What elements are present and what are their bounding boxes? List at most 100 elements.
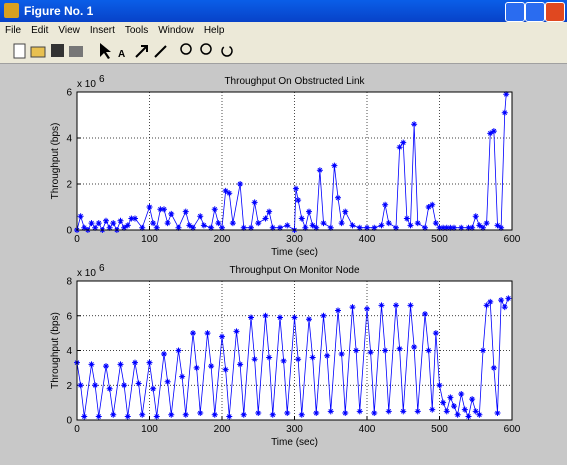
menu-item[interactable]: Help [203,25,225,36]
star-marker [382,347,389,354]
pointer-icon[interactable] [100,43,111,59]
star-marker [309,354,316,361]
app-icon [4,3,19,18]
star-marker [255,410,262,417]
save-icon[interactable] [51,44,64,57]
star-marker [95,413,102,420]
star-marker [150,385,157,392]
star-marker [186,222,193,229]
menu-item[interactable]: View [58,25,80,36]
star-marker [436,382,443,389]
star-marker [327,224,334,231]
y-multiplier-base: x 10 [77,79,96,90]
star-marker [490,128,497,135]
star-marker [378,302,385,309]
star-marker [150,220,157,227]
star-marker [208,224,215,231]
zoom-in-icon[interactable] [180,43,192,55]
star-marker [440,224,447,231]
star-marker [480,224,486,231]
close-button[interactable] [545,2,565,22]
star-marker [88,220,95,227]
star-marker [237,181,244,187]
star-marker [454,411,461,418]
menu-item[interactable]: Edit [31,25,49,36]
open-icon[interactable] [30,46,46,58]
y-tick-label: 2 [66,381,72,392]
star-marker [103,217,109,224]
star-marker [316,167,323,174]
star-marker [128,215,135,222]
star-marker [139,224,146,231]
star-marker [498,297,505,304]
minimize-button[interactable] [505,2,525,22]
star-marker [407,302,414,309]
star-marker [175,347,182,354]
menu-item[interactable]: File [5,25,22,36]
star-marker [364,224,370,231]
rotate-icon[interactable] [221,45,233,57]
star-marker [335,307,341,314]
star-marker [215,220,222,227]
star-marker [476,222,483,229]
star-marker [440,399,447,406]
star-marker [146,204,153,210]
star-marker [298,215,305,222]
menu-item[interactable]: Insert [89,25,115,36]
star-marker [92,224,99,231]
star-marker [190,224,196,231]
y-tick-label: 4 [66,134,72,145]
print-icon[interactable] [69,46,83,57]
arrow-icon[interactable] [135,45,148,58]
axes-frame [76,91,513,231]
new-icon[interactable] [13,43,26,59]
star-marker [117,361,124,368]
x-tick-label: 300 [286,234,303,245]
star-marker [269,224,276,231]
x-axis-label: Time (sec) [271,247,318,258]
star-marker [425,347,432,354]
star-marker [458,224,465,231]
y-tick-label: 2 [66,180,72,191]
star-marker [429,406,436,413]
star-marker [124,222,131,229]
series-line [76,298,509,418]
star-marker [480,347,486,354]
star-marker [407,222,414,229]
star-marker [240,224,247,231]
star-marker [153,224,160,231]
star-marker [483,220,490,227]
star-marker [193,364,200,371]
star-marker [190,330,196,337]
star-marker [81,224,88,231]
y-tick-label: 6 [66,88,72,99]
star-marker [175,224,182,231]
star-marker [349,222,356,229]
star-marker [222,366,229,373]
star-marker [400,408,407,415]
star-marker [349,304,356,311]
star-marker [77,382,84,389]
menu-item[interactable]: Window [158,25,194,36]
menu-item[interactable]: Tools [124,25,149,36]
star-marker [302,224,309,231]
star-marker [461,406,468,413]
star-marker [378,222,385,229]
star-marker [251,356,258,363]
toolbar: A [0,39,567,64]
star-marker [211,411,218,418]
star-marker [422,311,428,318]
zoom-out-icon[interactable] [200,43,212,55]
y-tick-label: 4 [66,346,72,357]
star-marker [168,411,175,418]
star-marker [436,224,443,231]
text-icon[interactable]: A [118,49,125,60]
star-marker [182,411,189,418]
line-icon[interactable] [154,45,167,58]
star-marker [494,410,501,417]
x-tick-label: 600 [504,234,521,245]
star-marker [132,359,138,366]
maximize-button[interactable] [525,2,545,22]
